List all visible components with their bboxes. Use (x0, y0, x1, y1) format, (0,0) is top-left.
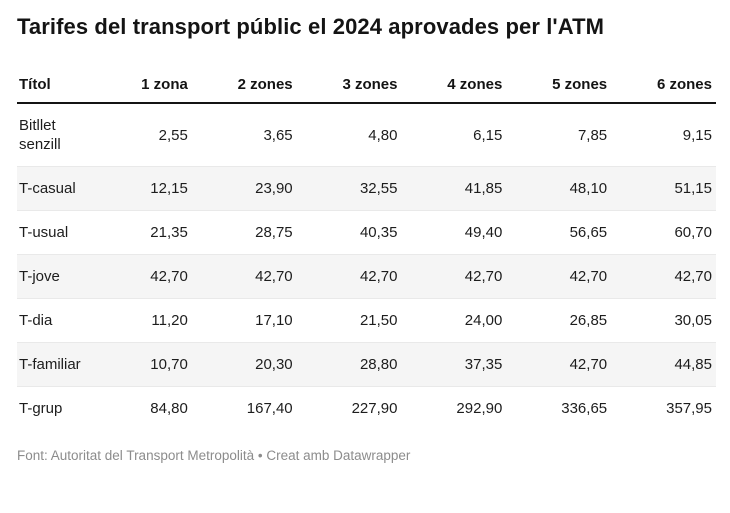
fare-value: 42,70 (569, 356, 608, 373)
table-row-t-familiar: T-familiar 10,70 20,30 28,80 37,35 42,70… (17, 342, 716, 387)
column-header-6zones: 6 zones (611, 70, 716, 104)
table-row-t-casual: T-casual 12,15 23,90 32,55 41,85 48,10 5… (17, 166, 716, 211)
column-header-4zones: 4 zones (401, 70, 507, 104)
fare-value: 227,90 (351, 400, 398, 417)
table-header: Títol 1 zona 2 zones 3 zones 4 zones 5 z… (17, 70, 716, 104)
fare-value: 3,65 (263, 126, 293, 144)
fare-value: 28,80 (359, 356, 398, 373)
fare-value: 17,10 (255, 312, 293, 329)
chart-title: Tarifes del transport públic el 2024 apr… (17, 14, 605, 39)
fare-value: 42,70 (255, 268, 293, 285)
fare-value: 44,85 (674, 356, 712, 373)
table-row-t-usual: T-usual 21,35 28,75 40,35 49,40 56,65 60… (17, 210, 716, 255)
fare-value: 32,55 (359, 180, 398, 197)
row-label: Bitllet senzill (19, 117, 61, 153)
fare-value: 4,80 (368, 126, 398, 144)
row-label: T-dia (19, 312, 53, 329)
column-header-2zones: 2 zones (191, 70, 297, 104)
row-label: T-jove (19, 268, 60, 285)
footer-separator: • (254, 448, 267, 463)
fare-value: 21,35 (150, 224, 188, 241)
fare-value: 167,40 (246, 400, 293, 417)
fare-value: 21,50 (359, 312, 398, 329)
fare-value: 11,20 (151, 312, 188, 329)
fare-value: 42,70 (569, 268, 608, 285)
row-label: T-usual (19, 224, 69, 241)
fare-value: 60,70 (674, 224, 712, 241)
fare-value: 51,15 (674, 180, 712, 197)
fare-value: 9,15 (682, 126, 712, 144)
column-header-titol: Títol (17, 70, 87, 104)
column-header-3zones: 3 zones (296, 70, 402, 104)
row-label: T-grup (19, 400, 63, 417)
column-header-5zones: 5 zones (506, 70, 612, 104)
source-text: Font: Autoritat del Transport Metropolit… (17, 448, 255, 463)
fare-value: 37,35 (464, 356, 503, 373)
fare-value: 23,90 (255, 180, 293, 197)
fare-value: 42,70 (359, 268, 398, 285)
fare-value: 336,65 (561, 400, 608, 417)
fare-value: 292,90 (456, 400, 503, 417)
fare-value: 42,70 (150, 268, 188, 285)
datawrapper-attribution: Creat amb Datawrapper (266, 448, 411, 463)
table-row-t-jove: T-jove 42,70 42,70 42,70 42,70 42,70 42,… (17, 254, 716, 299)
fares-table: Títol 1 zona 2 zones 3 zones 4 zones 5 z… (17, 70, 716, 430)
fare-value: 24,00 (464, 312, 503, 329)
row-label: T-casual (19, 180, 76, 197)
fare-value: 56,65 (569, 224, 608, 241)
table-body: Bitllet senzill 2,55 3,65 4,80 6,15 7,85… (17, 103, 716, 430)
fare-value: 28,75 (255, 224, 293, 241)
fare-value: 49,40 (464, 224, 503, 241)
table-row-t-grup: T-grup 84,80 167,40 227,90 292,90 336,65… (17, 386, 716, 431)
header-row: Títol 1 zona 2 zones 3 zones 4 zones 5 z… (17, 70, 716, 104)
fare-value: 84,80 (150, 400, 188, 417)
fare-value: 12,15 (150, 180, 188, 197)
table-row-bitllet-senzill: Bitllet senzill 2,55 3,65 4,80 6,15 7,85… (17, 103, 716, 167)
fare-value: 10,70 (150, 356, 188, 373)
fare-value: 26,85 (569, 312, 608, 329)
fare-value: 40,35 (359, 224, 398, 241)
fare-value: 357,95 (666, 400, 712, 417)
fare-value: 7,85 (577, 126, 608, 144)
source-note: Font: Autoritat del Transport Metropolit… (17, 447, 716, 464)
chart-container: Tarifes del transport públic el 2024 apr… (0, 14, 730, 464)
fare-value: 30,05 (674, 312, 712, 329)
fare-value: 20,30 (255, 356, 293, 373)
fare-value: 42,70 (464, 268, 503, 285)
column-header-1zona: 1 zona (87, 70, 192, 104)
fare-value: 6,15 (473, 126, 503, 144)
row-label: T-familiar (19, 356, 81, 373)
table-row-t-dia: T-dia 11,20 17,10 21,50 24,00 26,85 30,0… (17, 298, 716, 343)
fare-value: 2,55 (158, 126, 188, 144)
fare-value: 48,10 (569, 180, 608, 197)
fare-value: 41,85 (464, 180, 503, 197)
fare-value: 42,70 (674, 268, 712, 285)
